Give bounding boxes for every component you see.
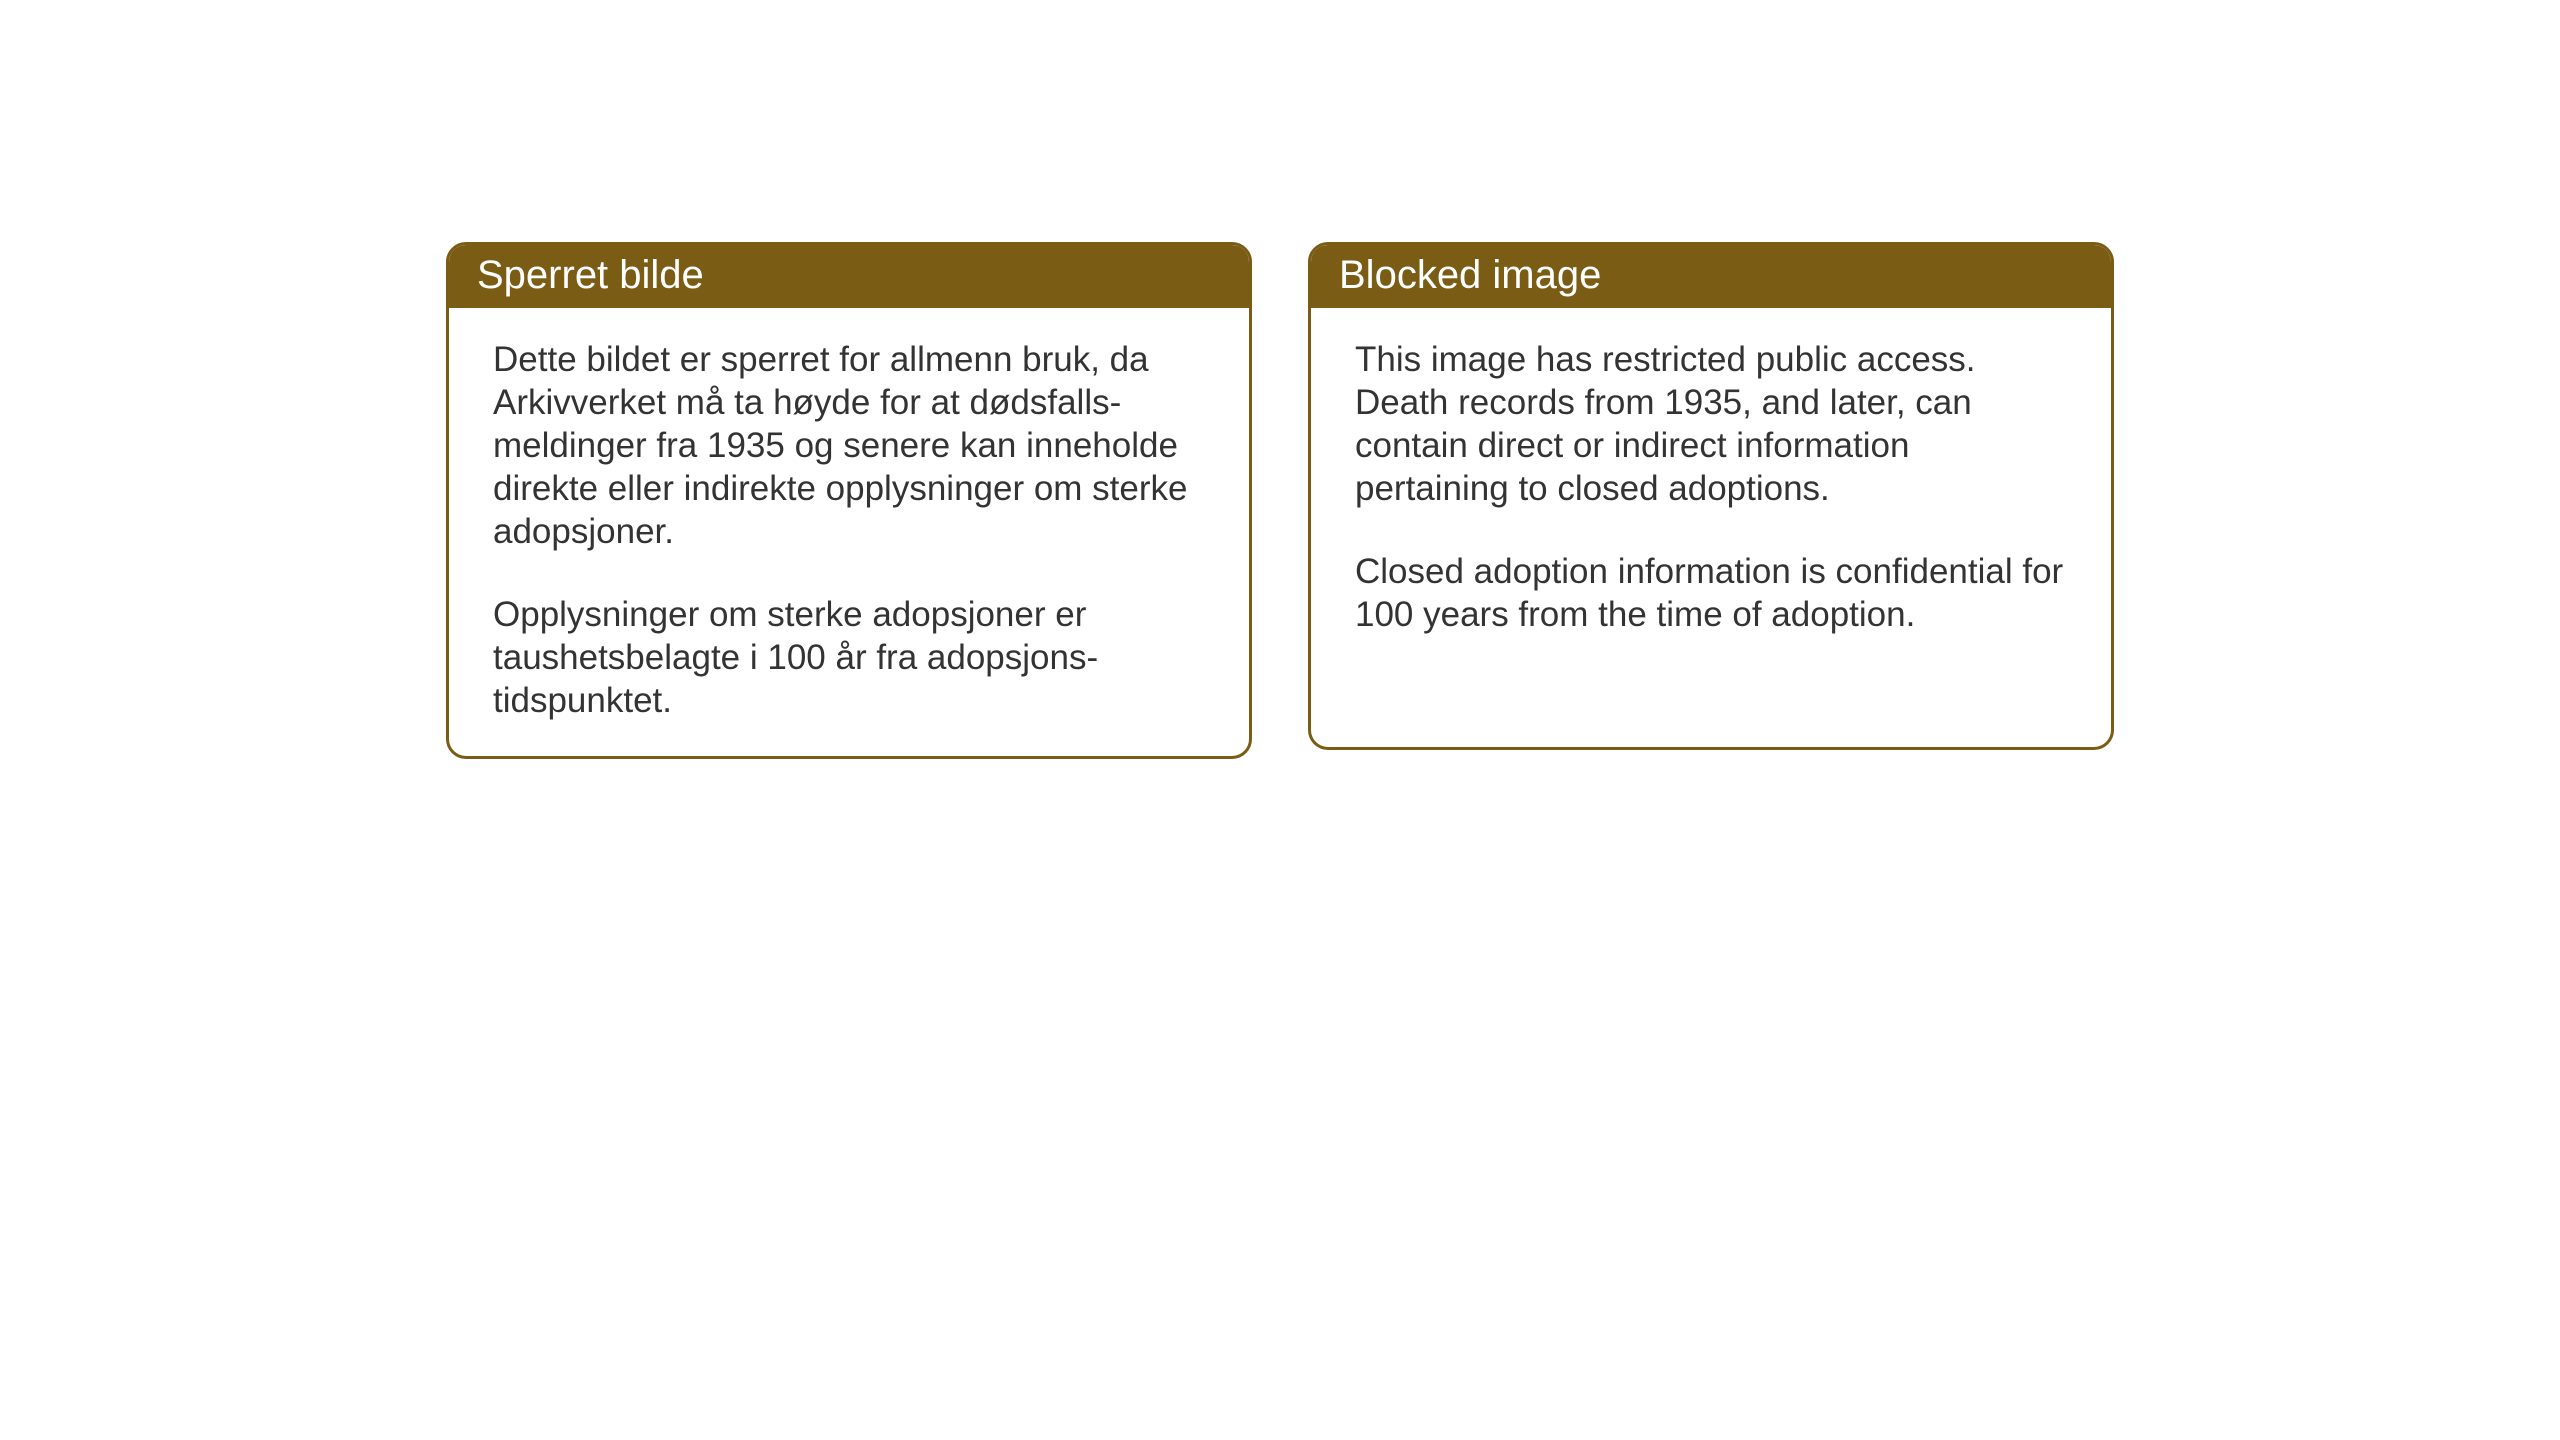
card-paragraph-2-english: Closed adoption information is confident…	[1355, 550, 2067, 636]
card-paragraph-1-norwegian: Dette bildet er sperret for allmenn bruk…	[493, 338, 1205, 553]
card-title-norwegian: Sperret bilde	[477, 253, 704, 297]
card-english: Blocked image This image has restricted …	[1308, 242, 2114, 750]
card-body-norwegian: Dette bildet er sperret for allmenn bruk…	[449, 308, 1249, 756]
card-title-english: Blocked image	[1339, 253, 1601, 297]
card-header-english: Blocked image	[1311, 245, 2111, 308]
card-paragraph-2-norwegian: Opplysninger om sterke adopsjoner er tau…	[493, 593, 1205, 722]
card-norwegian: Sperret bilde Dette bildet er sperret fo…	[446, 242, 1252, 759]
cards-container: Sperret bilde Dette bildet er sperret fo…	[446, 242, 2114, 759]
card-body-english: This image has restricted public access.…	[1311, 308, 2111, 670]
card-paragraph-1-english: This image has restricted public access.…	[1355, 338, 2067, 510]
card-header-norwegian: Sperret bilde	[449, 245, 1249, 308]
